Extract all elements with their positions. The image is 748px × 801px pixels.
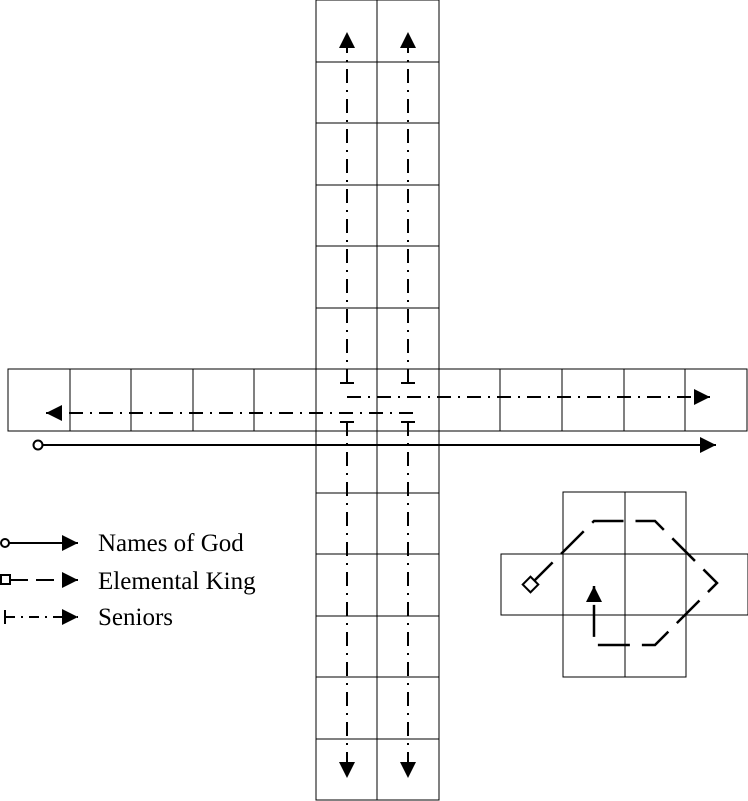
names-of-god-start-circle bbox=[32, 439, 44, 451]
elemental-king-start-square bbox=[521, 575, 540, 594]
open-square-icon bbox=[0, 574, 11, 585]
elemental-king-path bbox=[529, 519, 719, 647]
legend: Names of God Elemental King Seniors bbox=[0, 530, 256, 631]
legend-elemental-king: Elemental King bbox=[0, 568, 256, 595]
legend-seniors: Seniors bbox=[4, 604, 173, 631]
open-circle-icon bbox=[0, 538, 10, 548]
horizontal-arm-grid bbox=[7, 368, 748, 432]
names-of-god-path bbox=[32, 437, 716, 453]
vertical-column-grid bbox=[315, 0, 440, 801]
legend-label-names-of-god: Names of God bbox=[98, 530, 244, 557]
legend-names-of-god: Names of God bbox=[0, 530, 244, 557]
legend-label-seniors: Seniors bbox=[98, 604, 173, 631]
seniors-paths bbox=[46, 32, 710, 778]
legend-label-elemental-king: Elemental King bbox=[98, 568, 256, 595]
elemental-king-tablet bbox=[500, 491, 748, 678]
